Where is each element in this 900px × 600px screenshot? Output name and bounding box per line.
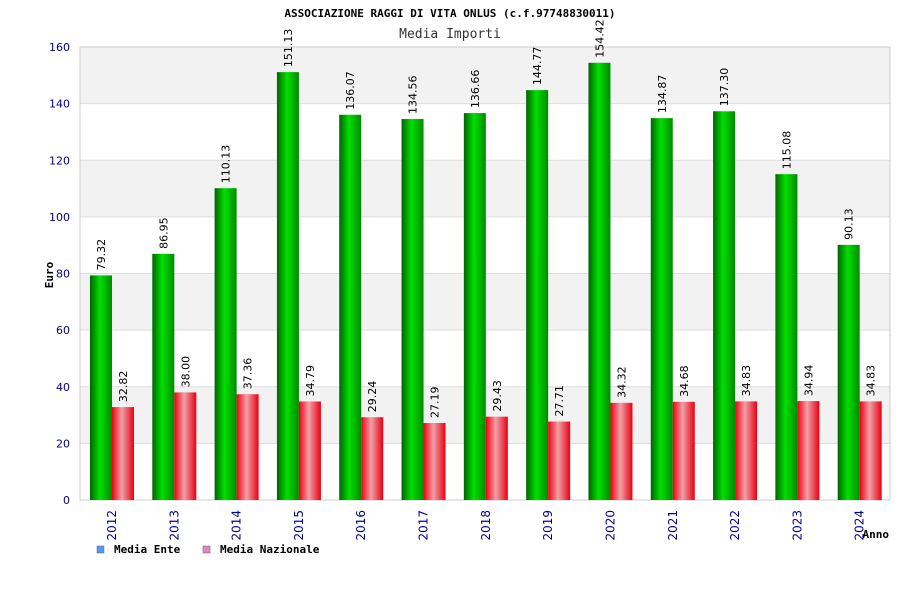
x-tick-label: 2022 xyxy=(728,510,742,541)
bar-media-nazionale xyxy=(174,392,197,500)
data-label-media-ente: 79.32 xyxy=(95,239,108,271)
data-label-media-ente: 134.56 xyxy=(407,76,420,115)
bar-media-ente xyxy=(339,114,362,500)
bar-media-nazionale xyxy=(485,416,508,500)
data-label-media-nazionale: 34.94 xyxy=(802,365,815,397)
legend-label: Media Nazionale xyxy=(220,543,320,556)
chart-title: ASSOCIAZIONE RAGGI DI VITA ONLUS (c.f.97… xyxy=(284,7,615,20)
data-label-media-nazionale: 29.24 xyxy=(366,381,379,413)
x-tick-label: 2013 xyxy=(167,510,181,541)
chart-subtitle: Media Importi xyxy=(399,27,501,42)
legend-swatch xyxy=(202,545,211,554)
legend-swatch xyxy=(96,545,105,554)
bar-media-ente xyxy=(90,275,112,500)
x-axis-label: Anno xyxy=(863,528,890,541)
x-tick-label: 2015 xyxy=(292,510,306,541)
bar-media-ente xyxy=(401,119,424,500)
x-tick-label: 2014 xyxy=(230,510,244,541)
bar-media-ente xyxy=(713,111,736,500)
x-tick-label: 2019 xyxy=(541,510,555,541)
data-label-media-nazionale: 37.36 xyxy=(242,358,255,390)
x-tick-label: 2017 xyxy=(417,510,431,541)
bar-media-ente xyxy=(214,188,237,500)
data-label-media-ente: 136.07 xyxy=(344,71,357,110)
bar-media-nazionale xyxy=(610,402,633,500)
y-tick-label: 40 xyxy=(56,381,70,394)
data-label-media-ente: 115.08 xyxy=(780,131,793,170)
data-label-media-nazionale: 27.19 xyxy=(429,387,442,419)
data-label-media-nazionale: 32.82 xyxy=(117,371,130,403)
data-label-media-nazionale: 38.00 xyxy=(179,356,192,388)
y-tick-label: 160 xyxy=(49,41,70,54)
data-label-media-ente: 137.30 xyxy=(718,68,731,107)
bar-media-ente xyxy=(276,72,299,500)
y-tick-label: 100 xyxy=(49,211,70,224)
data-label-media-ente: 110.13 xyxy=(220,145,233,184)
x-tick-label: 2023 xyxy=(790,510,804,541)
data-label-media-nazionale: 29.43 xyxy=(491,380,504,412)
data-label-media-nazionale: 34.68 xyxy=(678,365,691,397)
data-label-media-ente: 134.87 xyxy=(656,75,669,114)
bar-media-nazionale xyxy=(423,423,446,500)
bar-media-nazionale xyxy=(797,401,820,500)
x-axis: 2012 2013 2014 2015 2016 2017 2018 2019 2020 2021… xyxy=(105,510,867,541)
x-tick-label: 2020 xyxy=(603,510,617,541)
y-tick-label: 0 xyxy=(63,494,70,507)
data-label-media-ente: 136.66 xyxy=(469,70,482,109)
data-label-media-ente: 154.42 xyxy=(593,19,606,58)
data-label-media-nazionale: 34.32 xyxy=(615,366,628,398)
bar-media-nazionale xyxy=(735,401,758,500)
bars: 79.32 32.82 86.95 38.00 110.13 37.36 151.13 34.… xyxy=(90,19,882,501)
y-tick-label: 140 xyxy=(49,98,70,111)
data-label-media-nazionale: 27.71 xyxy=(553,385,566,417)
plot-band xyxy=(80,47,890,104)
bar-media-ente xyxy=(775,174,798,500)
data-label-media-ente: 144.77 xyxy=(531,47,544,86)
bar-media-nazionale xyxy=(112,407,134,500)
bar-media-ente xyxy=(837,244,860,500)
bar-media-nazionale xyxy=(859,401,882,500)
bar-media-nazionale xyxy=(361,417,384,500)
data-label-media-nazionale: 34.83 xyxy=(865,365,878,397)
y-tick-label: 80 xyxy=(56,268,70,281)
bar-media-nazionale xyxy=(548,421,571,500)
y-tick-label: 20 xyxy=(56,437,70,450)
legend-label: Media Ente xyxy=(114,543,181,556)
x-tick-label: 2012 xyxy=(105,510,119,541)
data-label-media-ente: 86.95 xyxy=(157,217,170,249)
x-tick-label: 2021 xyxy=(666,510,680,541)
bar-media-ente xyxy=(526,90,549,500)
data-label-media-nazionale: 34.83 xyxy=(740,365,753,397)
bar-media-ente xyxy=(463,113,486,501)
bar-media-nazionale xyxy=(672,401,695,500)
y-axis: 0 20 40 60 80 100 120 140 160 xyxy=(49,41,70,507)
bar-media-nazionale xyxy=(236,394,259,500)
bar-media-ente xyxy=(152,253,175,500)
x-tick-label: 2024 xyxy=(853,510,867,541)
y-axis-label: Euro xyxy=(43,261,56,288)
y-tick-label: 60 xyxy=(56,324,70,337)
x-tick-label: 2016 xyxy=(354,510,368,541)
data-label-media-ente: 90.13 xyxy=(843,208,856,240)
bar-media-ente xyxy=(650,118,673,500)
bar-media-ente xyxy=(588,62,611,501)
data-label-media-ente: 151.13 xyxy=(282,29,295,68)
x-tick-label: 2018 xyxy=(479,510,493,541)
data-label-media-nazionale: 34.79 xyxy=(304,365,317,397)
bar-media-nazionale xyxy=(298,401,321,500)
y-tick-label: 120 xyxy=(49,154,70,167)
legend: Media Ente Media Nazionale xyxy=(96,543,320,556)
